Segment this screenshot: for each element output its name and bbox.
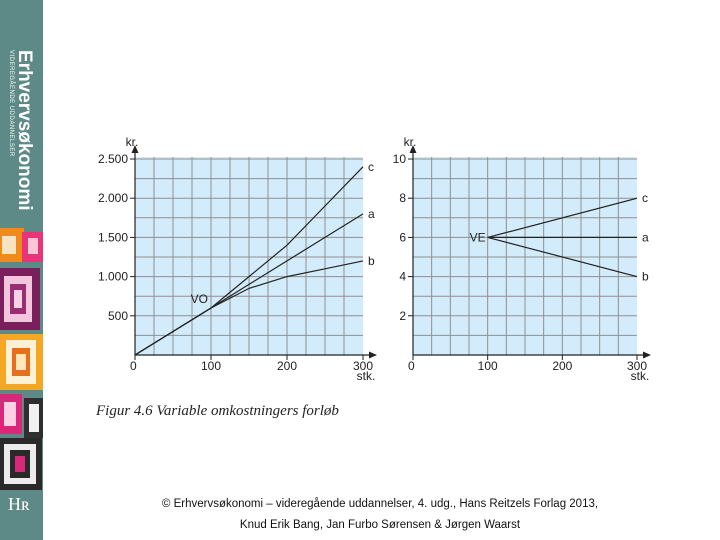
chart2-y-tick-label: 6 — [399, 230, 406, 244]
footer-line-1: © Erhvervsøkonomi – videregående uddanne… — [161, 498, 599, 510]
chart1-y-tick-label: 500 — [108, 309, 128, 323]
chart2-x-tick-label: 300 — [627, 359, 647, 373]
chart2-y-tick-label: 2 — [399, 309, 406, 323]
chart1-series-line-b — [134, 260, 364, 356]
chart1-y-axis-arrow — [131, 145, 139, 153]
chart2-series-label-b: b — [642, 270, 649, 284]
footer-line-2: Knud Erik Bang, Jan Furbo Sørensen & Jør… — [239, 519, 521, 531]
chart2-x-tick-label: 200 — [552, 359, 572, 373]
chart1-x-axis-arrow — [369, 351, 377, 359]
chart1-series-label-b: b — [368, 254, 375, 268]
chart2-x-tick-label: 0 — [408, 359, 415, 373]
chart1-y-tick-label: 1.500 — [98, 230, 128, 244]
publisher-logo: Hʀ — [8, 494, 30, 514]
chart2-y-tick-label: 8 — [399, 191, 406, 205]
chart2-y-axis-label: kr. — [404, 135, 417, 149]
chart1-y-tick-label: 2.000 — [98, 191, 128, 205]
decorative-pattern — [0, 226, 43, 490]
footer-credits: © Erhvervsøkonomi – videregående uddanne… — [120, 494, 640, 536]
chart1-x-tick-label: 0 — [130, 359, 137, 373]
chart1-annotation: VO — [191, 292, 208, 306]
chart1-series-label-a: a — [368, 207, 375, 221]
chart2-series-label-c: c — [642, 191, 648, 205]
brand-title: Erhvervsøkonomi — [14, 50, 35, 211]
sidebar: Erhvervsøkonomi VIDEREGÅENDE UDDANNELSER… — [0, 0, 43, 540]
chart1-x-tick-label: 200 — [277, 359, 297, 373]
chart1-y-axis-label: kr. — [126, 135, 139, 149]
chart1-x-axis-label: stk. — [357, 369, 376, 383]
chart2-series-line-b — [487, 236, 638, 278]
chart2-y-axis-arrow — [409, 145, 417, 153]
chart1-x-tick-label: 300 — [353, 359, 373, 373]
chart1-y-tick-label: 1.000 — [98, 270, 128, 284]
chart2-y-tick-label: 10 — [393, 152, 407, 166]
chart1-y-tick-label: 2.500 — [98, 152, 128, 166]
chart2-x-axis-label: stk. — [631, 369, 650, 383]
chart2-x-tick-label: 100 — [478, 359, 498, 373]
chart2-series-label-a: a — [642, 230, 649, 244]
chart2-y-tick-label: 4 — [399, 270, 406, 284]
chart2-x-axis-arrow — [643, 351, 651, 359]
figure-caption: Figur 4.6 Variable omkostningers forløb — [96, 403, 339, 419]
chart1-x-tick-label: 100 — [201, 359, 221, 373]
chart2-annotation: VE — [470, 230, 486, 244]
chart1-series-label-c: c — [368, 160, 374, 174]
brand: Erhvervsøkonomi VIDEREGÅENDE UDDANNELSER — [4, 50, 40, 211]
chart2-series-line-c — [487, 197, 638, 238]
